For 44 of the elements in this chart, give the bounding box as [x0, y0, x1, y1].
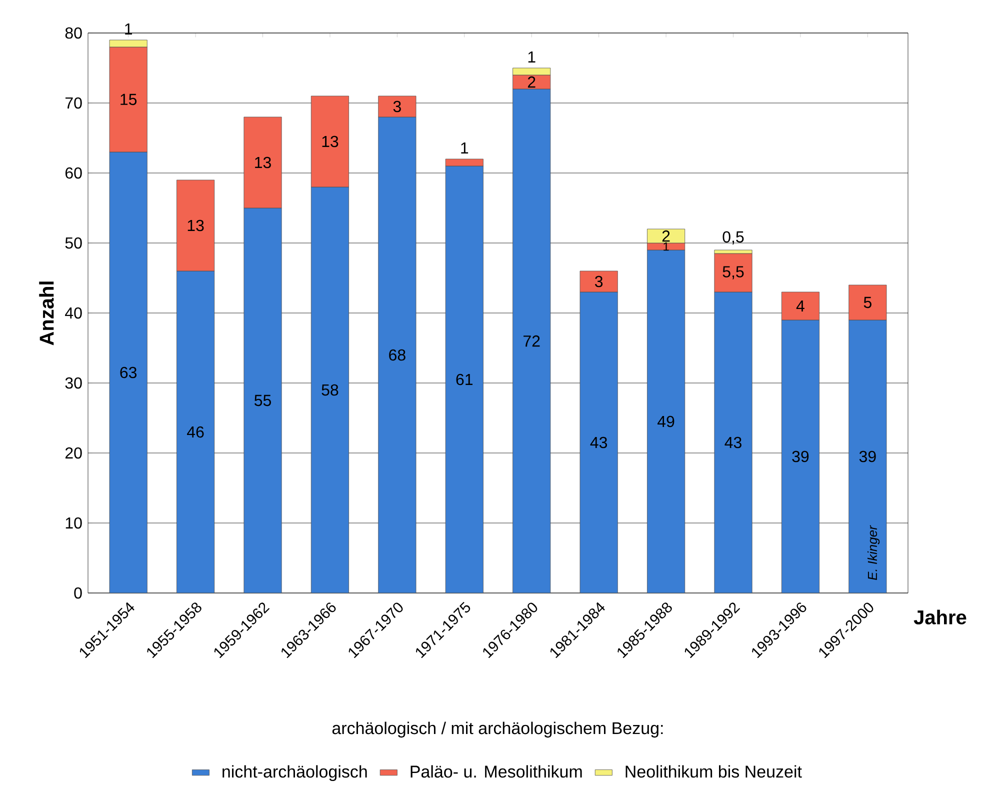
y-tick-label: 0: [74, 587, 82, 599]
data-label: 3: [594, 276, 603, 288]
data-label: 49: [657, 416, 674, 428]
data-label: 13: [322, 136, 338, 148]
y-tick-label: 30: [65, 377, 82, 389]
data-label: 0,5: [722, 231, 744, 244]
data-label: 43: [724, 436, 742, 448]
data-label: 61: [456, 374, 472, 386]
x-axis-title: Jahre: [914, 610, 966, 624]
data-label: 15: [120, 94, 137, 106]
data-label: 3: [393, 100, 401, 112]
data-label: 13: [255, 156, 271, 168]
y-axis-title: Anzahl: [39, 282, 54, 346]
data-label: 2: [528, 76, 536, 88]
data-label: 1: [461, 142, 468, 154]
data-label: 55: [254, 394, 271, 406]
data-label: 39: [859, 450, 876, 462]
y-tick-label: 20: [65, 447, 82, 459]
data-label: 1: [664, 242, 669, 251]
data-label: 1: [125, 23, 132, 34]
y-tick-label: 80: [65, 27, 82, 39]
data-label: 46: [187, 426, 204, 438]
legend-label: nicht-archäologisch: [222, 765, 367, 782]
y-tick-label: 10: [66, 517, 82, 529]
data-label: 5,5: [722, 266, 744, 280]
data-label: 1: [528, 51, 536, 62]
data-label: 63: [120, 366, 137, 378]
data-label: 2: [662, 230, 670, 242]
y-tick-label: 60: [65, 167, 82, 179]
data-label: 68: [389, 349, 406, 361]
y-tick-label: 50: [65, 237, 82, 249]
data-label: 43: [590, 436, 608, 448]
data-label: 13: [188, 220, 204, 232]
y-tick-label: 70: [65, 97, 82, 109]
annotation: E. Ikinger: [867, 525, 880, 580]
data-label: 4: [796, 300, 804, 312]
legend-label: Paläo- u. Mesolithikum: [410, 765, 582, 778]
legend-title: archäologisch / mit archäologischem Bezug:: [332, 722, 663, 738]
legend-label: Neolithikum bis Neuzeit: [626, 765, 802, 778]
data-label: 5: [864, 296, 872, 308]
y-tick-label: 40: [65, 307, 82, 319]
data-label: 58: [322, 384, 338, 396]
data-label: 39: [792, 450, 809, 462]
data-label: 72: [524, 335, 540, 347]
